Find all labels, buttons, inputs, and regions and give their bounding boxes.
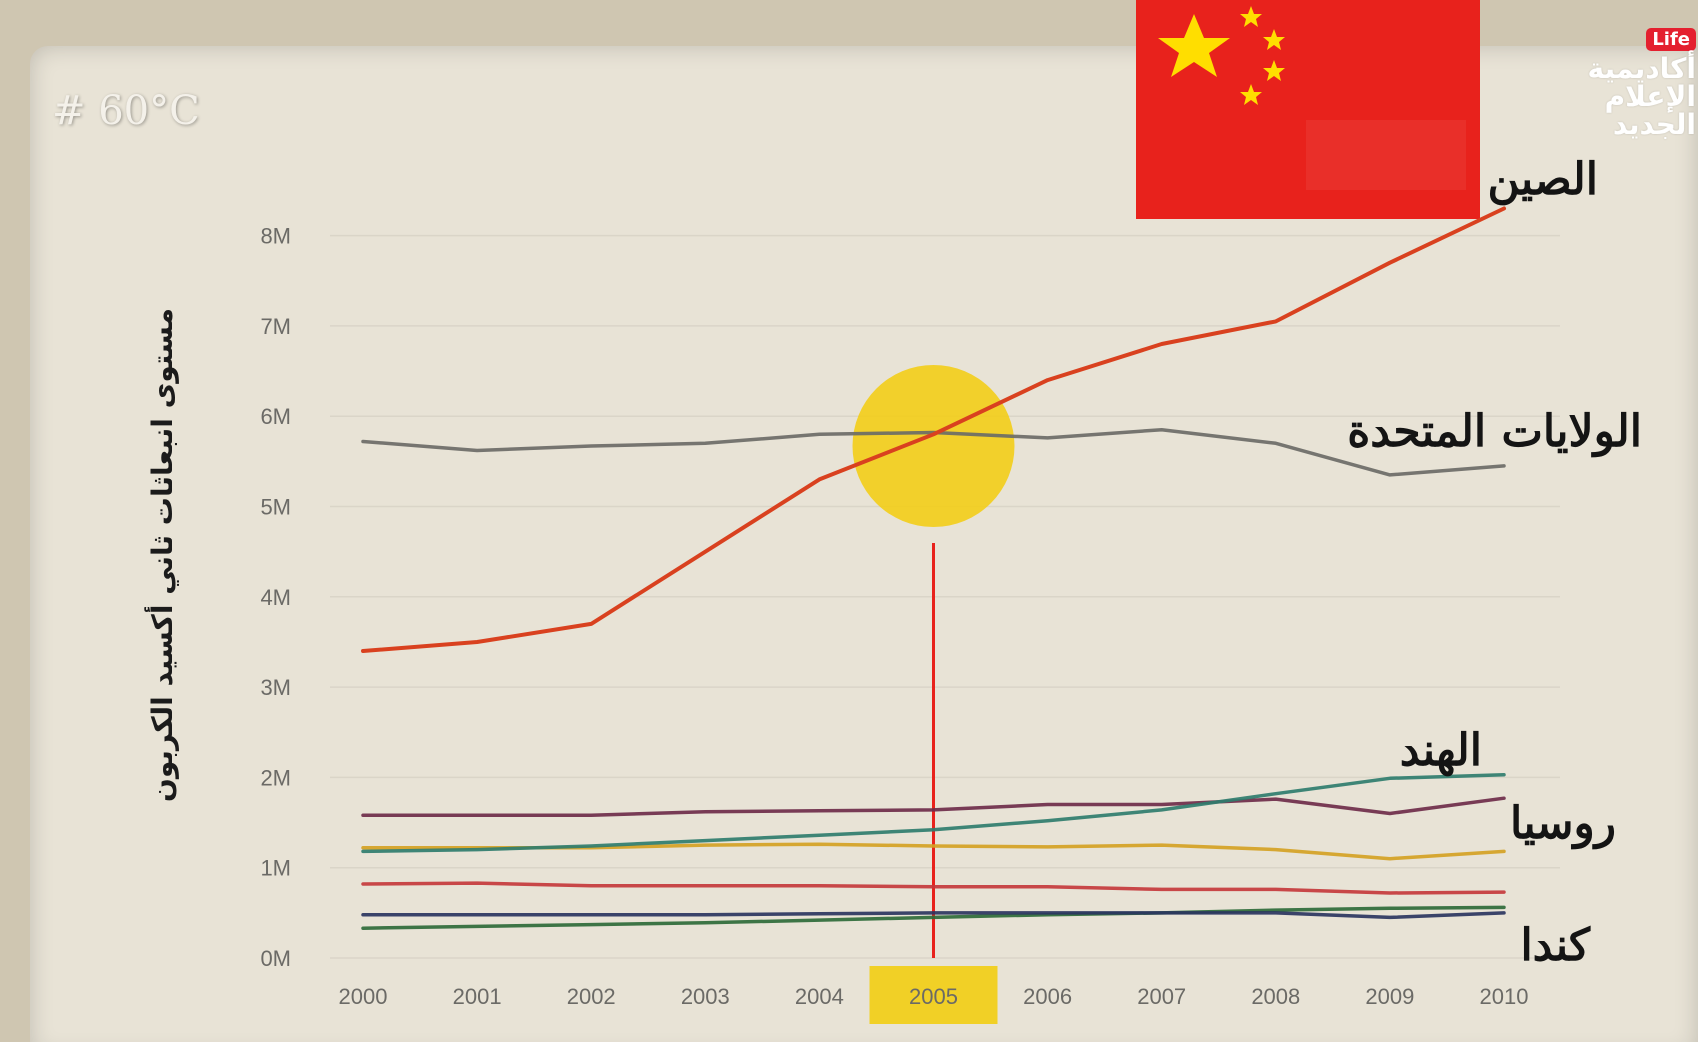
series-label: الهند	[1400, 725, 1482, 777]
series-line	[361, 911, 1506, 920]
china-flag-icon	[1158, 6, 1466, 190]
y-axis-label: مستوى انبعاثات ثاني أكسيد الكربون	[144, 308, 179, 802]
series-labels: الصين الولايات المتحدة الهند روسيا كندا	[1347, 154, 1642, 971]
series-label: كندا	[1520, 920, 1591, 971]
series-line	[361, 881, 1506, 895]
y-tick-label: 6M	[260, 404, 291, 429]
highlight-year-box	[869, 966, 998, 1024]
x-tick-label: 2005	[909, 984, 958, 1009]
y-tick-label: 8M	[260, 224, 291, 249]
highlight-circle	[852, 365, 1015, 527]
x-axis-ticks: 2000 2001 2002 2003 2004 2005 2006 2007 2008 2009…	[339, 984, 1529, 1009]
y-tick-label: 1M	[260, 856, 291, 881]
channel-logo: Life أكاديمية الإعلام الجديد	[1587, 28, 1696, 141]
china-flag-image	[1136, 0, 1480, 219]
series-label: الصين	[1487, 154, 1598, 206]
x-tick-label: 2003	[681, 984, 730, 1009]
y-tick-label: 0M	[260, 946, 291, 971]
x-tick-label: 2002	[567, 984, 616, 1009]
x-tick-label: 2006	[1023, 984, 1072, 1009]
x-tick-label: 2007	[1137, 984, 1186, 1009]
y-axis-ticks: 0M 1M 2M 3M 4M 5M 6M 7M 8M	[260, 224, 291, 971]
life-badge: Life	[1646, 28, 1696, 51]
y-tick-label: 7M	[260, 314, 291, 339]
series-line	[361, 206, 1506, 653]
x-tick-label: 2010	[1480, 984, 1529, 1009]
series-label: روسيا	[1510, 798, 1616, 850]
x-tick-label: 2001	[453, 984, 502, 1009]
series-layer	[361, 206, 1506, 930]
y-tick-label: 4M	[260, 585, 291, 610]
x-tick-label: 2009	[1365, 984, 1414, 1009]
x-tick-label: 2004	[795, 984, 844, 1009]
y-tick-label: 3M	[260, 675, 291, 700]
y-tick-label: 2M	[260, 765, 291, 790]
x-tick-label: 2000	[339, 984, 388, 1009]
hashtag-title: # 60°C	[52, 88, 200, 134]
series-line	[361, 796, 1506, 818]
series-line	[361, 905, 1506, 930]
chart-grid	[330, 234, 1560, 959]
x-tick-label: 2008	[1251, 984, 1300, 1009]
series-line	[361, 772, 1506, 854]
y-tick-label: 5M	[260, 495, 291, 520]
series-label: الولايات المتحدة	[1347, 406, 1642, 458]
channel-logo-text: أكاديمية الإعلام الجديد	[1587, 52, 1696, 141]
